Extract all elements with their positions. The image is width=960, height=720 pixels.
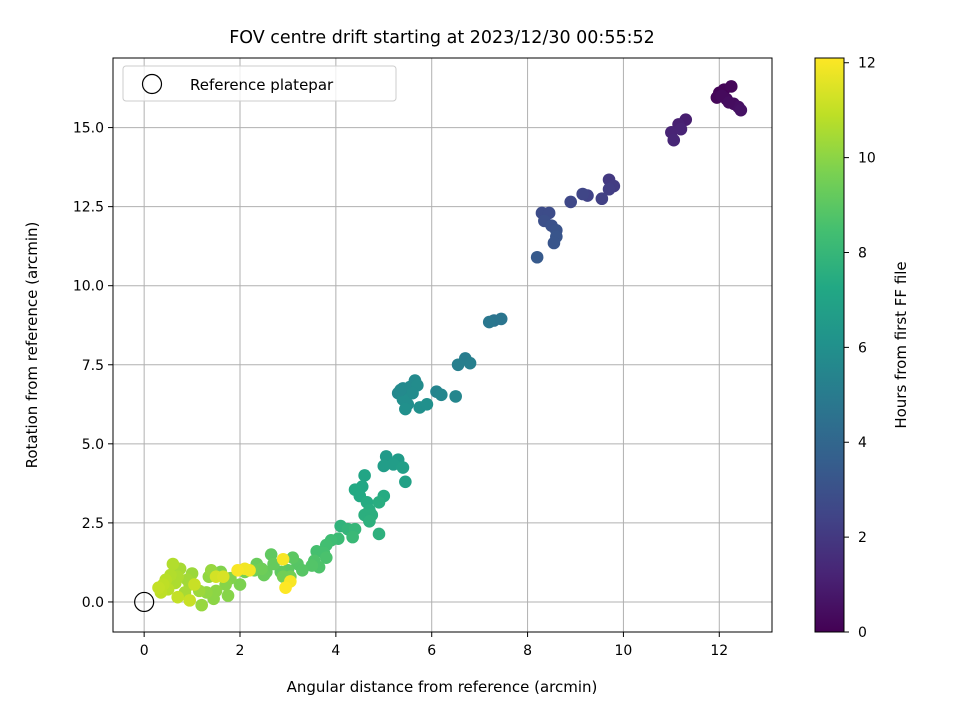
scatter-point bbox=[188, 578, 201, 591]
scatter-point bbox=[171, 590, 185, 604]
colorbar-tick-label: 10 bbox=[858, 151, 876, 167]
scatter-point bbox=[243, 564, 256, 577]
scatter-point bbox=[463, 356, 477, 370]
scatter-point bbox=[363, 515, 376, 528]
grid-lines bbox=[113, 58, 772, 632]
scatter-point bbox=[377, 459, 391, 473]
scatter-point bbox=[406, 386, 419, 400]
colorbar-tick-label: 2 bbox=[858, 530, 867, 546]
scatter-point bbox=[305, 559, 319, 572]
colorbar-ticks: 0 2 4 6 8 10 12 bbox=[844, 56, 876, 641]
scatter-point bbox=[547, 236, 561, 250]
colorbar bbox=[814, 57, 845, 633]
scatter-point bbox=[435, 388, 448, 402]
scatter-point bbox=[724, 80, 738, 93]
y-tick-label: 12.5 bbox=[73, 200, 104, 216]
scatter-point bbox=[346, 530, 359, 544]
scatter-point bbox=[530, 250, 544, 264]
y-axis-ticks: 0.0 2.5 5.0 7.5 10.0 12.5 15.0 bbox=[73, 121, 113, 611]
scatter-point bbox=[279, 581, 292, 595]
scatter-point bbox=[449, 390, 462, 403]
y-tick-label: 15.0 bbox=[73, 121, 104, 137]
scatter-point bbox=[482, 315, 496, 329]
x-tick-label: 10 bbox=[615, 643, 633, 659]
x-tick-label: 4 bbox=[331, 643, 340, 659]
scatter-point bbox=[399, 475, 412, 489]
colorbar-tick-label: 8 bbox=[858, 245, 867, 261]
scatter-point bbox=[674, 122, 688, 136]
scatter-point bbox=[233, 578, 247, 591]
scatter-point bbox=[722, 95, 736, 109]
colorbar-tick-label: 6 bbox=[858, 340, 867, 356]
scatter-point bbox=[152, 581, 165, 595]
scatter-point bbox=[399, 402, 412, 416]
scatter-point bbox=[183, 594, 196, 607]
scatter-point bbox=[286, 551, 300, 564]
legend-label-reference-platepar: Reference platepar bbox=[190, 76, 334, 94]
scatter-point bbox=[166, 557, 180, 571]
y-tick-label: 10.0 bbox=[73, 279, 104, 295]
y-tick-label: 0.0 bbox=[82, 595, 104, 611]
chart-title: FOV centre drift starting at 2023/12/30 … bbox=[229, 28, 655, 48]
scatter-point bbox=[358, 469, 371, 482]
y-tick-label: 5.0 bbox=[82, 437, 104, 453]
scatter-point bbox=[576, 187, 589, 201]
scatter-point bbox=[396, 461, 410, 474]
y-tick-label: 2.5 bbox=[82, 516, 104, 532]
scatter-point bbox=[372, 527, 386, 541]
scatter-point bbox=[231, 564, 244, 577]
legend-box bbox=[122, 65, 397, 102]
scatter-point bbox=[451, 358, 465, 372]
scatter-point bbox=[734, 103, 748, 117]
scatter-point bbox=[264, 548, 278, 561]
scatter-point bbox=[602, 182, 616, 196]
x-tick-label: 12 bbox=[710, 643, 728, 659]
plot-frame bbox=[112, 57, 773, 633]
scatter-point bbox=[494, 312, 508, 326]
reference-marker-group bbox=[134, 591, 155, 613]
scatter-point bbox=[667, 133, 681, 147]
x-axis-label: Angular distance from reference (arcmin) bbox=[287, 678, 598, 696]
legend: Reference platepar bbox=[122, 65, 397, 102]
colorbar-tick-label: 12 bbox=[858, 56, 876, 72]
scatter-point bbox=[564, 195, 578, 209]
reference-platepar-marker bbox=[134, 591, 155, 613]
x-axis-ticks: 0 2 4 6 8 10 12 bbox=[140, 632, 728, 659]
scatter-point bbox=[319, 551, 333, 564]
scatter-point bbox=[255, 562, 268, 576]
scatter-point bbox=[221, 589, 235, 602]
scatter-point bbox=[195, 598, 208, 612]
scatter-points bbox=[152, 80, 748, 612]
colorbar-tick-label: 4 bbox=[858, 435, 867, 451]
colorbar-label: Hours from first FF file bbox=[892, 261, 910, 428]
scatter-point bbox=[387, 458, 400, 471]
scatter-point bbox=[394, 383, 407, 397]
scatter-point bbox=[216, 570, 230, 583]
legend-open-circle-marker bbox=[141, 73, 163, 95]
scatter-point bbox=[276, 552, 290, 566]
x-tick-label: 8 bbox=[523, 643, 532, 659]
colorbar-tick-label: 0 bbox=[858, 625, 867, 641]
scatter-point bbox=[372, 496, 386, 509]
scatter-point bbox=[595, 192, 609, 206]
scatter-point bbox=[296, 564, 309, 577]
x-tick-label: 6 bbox=[427, 643, 436, 659]
y-axis-label: Rotation from reference (arcmin) bbox=[23, 222, 41, 469]
x-tick-label: 2 bbox=[236, 643, 245, 659]
y-tick-label: 7.5 bbox=[82, 358, 104, 374]
scatter-point bbox=[420, 397, 434, 411]
x-tick-label: 0 bbox=[140, 643, 149, 659]
